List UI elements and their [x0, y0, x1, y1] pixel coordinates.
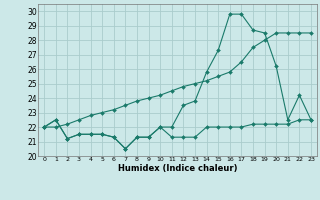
X-axis label: Humidex (Indice chaleur): Humidex (Indice chaleur) [118, 164, 237, 173]
